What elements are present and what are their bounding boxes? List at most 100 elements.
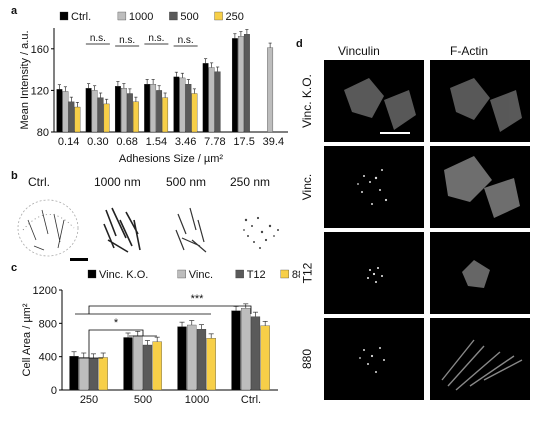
x-tick-label-1: 0.30 bbox=[87, 136, 108, 148]
bar-1000-5 bbox=[208, 67, 215, 133]
bar-1000-3 bbox=[150, 84, 157, 133]
y-tick-label-0: 80 bbox=[37, 127, 49, 139]
bar-ctrl--0 bbox=[56, 89, 63, 133]
col-header-factin: F-Actin bbox=[450, 44, 489, 58]
bar-500-5 bbox=[214, 71, 221, 133]
legend-swatch-3 bbox=[280, 269, 289, 279]
x-tick-label-2: 1000 bbox=[185, 394, 209, 406]
bar-1000-6 bbox=[237, 36, 244, 133]
bar-250-3 bbox=[162, 97, 169, 133]
bar-t12-1 bbox=[142, 344, 153, 391]
bar-250-1 bbox=[103, 103, 110, 133]
y-tick-label-2: 800 bbox=[39, 318, 57, 330]
legend-label-1: Vinc. bbox=[189, 269, 213, 281]
panel-b-label-ctrl: Ctrl. bbox=[28, 175, 50, 189]
legend-swatch-1 bbox=[117, 11, 127, 21]
legend-label-1: 1000 bbox=[129, 11, 153, 23]
legend-label-3: 880 bbox=[292, 269, 300, 281]
legend-label-0: Ctrl. bbox=[71, 11, 91, 23]
panel-label-d: d bbox=[296, 38, 303, 50]
bar-880-3 bbox=[260, 325, 270, 391]
bar-vinc-k-o--1 bbox=[123, 337, 133, 391]
legend-swatch-0 bbox=[59, 11, 69, 21]
panel-label-a: a bbox=[11, 5, 18, 17]
panel-b-images: Ctrl. 1000 nm 500 nm 250 nm bbox=[8, 168, 298, 264]
bar-880-1 bbox=[152, 341, 162, 391]
panel-label-b: b bbox=[11, 170, 18, 182]
ctrl-cell-image bbox=[17, 199, 79, 257]
x-tick-label-1: 500 bbox=[134, 394, 152, 406]
bar-vinc-k-o--0 bbox=[69, 356, 79, 391]
legend-swatch-2 bbox=[169, 11, 178, 21]
panel-label-c: c bbox=[11, 262, 18, 274]
legend-label-2: T12 bbox=[247, 269, 266, 281]
legend-label-2: 500 bbox=[180, 11, 198, 23]
legend-label-3: 250 bbox=[226, 11, 244, 23]
bar-vinc--2 bbox=[187, 324, 197, 391]
bar-500-1 bbox=[97, 97, 104, 133]
row-label-880: 880 bbox=[300, 348, 314, 370]
bar-vinc-k-o--3 bbox=[231, 310, 241, 391]
bar-500-6 bbox=[243, 34, 250, 133]
bar-ctrl--4 bbox=[173, 76, 180, 133]
x-tick-label-3: 1.54 bbox=[146, 136, 167, 148]
bar-vinc--3 bbox=[241, 308, 251, 391]
legend-swatch-1 bbox=[177, 269, 186, 279]
panel-d-grid: Vinculin F-Actin Vinc. K.O. Vinc. T12 88… bbox=[298, 40, 548, 422]
legend-swatch-0 bbox=[87, 269, 97, 279]
y-tick-label-3: 1200 bbox=[33, 285, 57, 297]
bar-500-0 bbox=[68, 101, 75, 133]
panel-b-micrographs bbox=[17, 199, 279, 261]
bar-500-4 bbox=[185, 84, 192, 133]
sig-annotation-single: * bbox=[114, 317, 119, 329]
ns-annotation-3: n.s. bbox=[178, 35, 194, 46]
ns-annotation-0: n.s. bbox=[90, 33, 106, 44]
bar-1000-7 bbox=[267, 47, 274, 133]
y-tick-label-1: 120 bbox=[31, 85, 49, 97]
legend-label-0: Vinc. K.O. bbox=[99, 269, 148, 281]
x-tick-label-3: Ctrl. bbox=[241, 394, 261, 406]
bar-880-2 bbox=[206, 338, 216, 391]
1000nm-cell-image bbox=[103, 207, 141, 253]
bar-250-0 bbox=[74, 106, 81, 133]
250nm-cell-image bbox=[243, 216, 279, 249]
bar-ctrl--2 bbox=[114, 86, 121, 133]
bar-250-4 bbox=[191, 93, 198, 133]
bar-t12-0 bbox=[88, 358, 99, 391]
sig-bracket-triple bbox=[88, 305, 252, 314]
x-tick-label-0: 0.14 bbox=[58, 136, 79, 148]
bar-880-0 bbox=[98, 357, 108, 391]
bar-1000-0 bbox=[62, 91, 69, 133]
x-tick-label-0: 250 bbox=[80, 394, 98, 406]
500nm-cell-image bbox=[175, 207, 207, 253]
row-label-container-3: T12 bbox=[292, 232, 322, 314]
panel-d-micrographs bbox=[324, 60, 530, 400]
x-tick-label-5: 7.78 bbox=[204, 136, 225, 148]
tile-880-vinculin bbox=[324, 318, 424, 400]
row-label-vinc-ko: Vinc. K.O. bbox=[300, 74, 314, 128]
bar-t12-2 bbox=[196, 329, 207, 391]
row-label-container-1: Vinc. K.O. bbox=[292, 60, 322, 142]
scale-bar-d bbox=[380, 132, 410, 134]
scale-bar-b bbox=[70, 258, 88, 261]
y-axis-label: Cell Area / µm² bbox=[21, 303, 33, 376]
bar-500-3 bbox=[156, 90, 163, 133]
bar-1000-2 bbox=[120, 88, 127, 133]
ns-annotation-1: n.s. bbox=[119, 35, 135, 46]
panel-b-label-500: 500 nm bbox=[166, 175, 207, 189]
col-header-vinculin: Vinculin bbox=[338, 44, 380, 58]
tile-vinc-vinculin bbox=[324, 146, 424, 228]
row-label-container-2: Vinc. bbox=[292, 146, 322, 228]
bar-1000-1 bbox=[91, 90, 98, 133]
row-label-container-4: 880 bbox=[292, 318, 322, 400]
ns-annotation-2: n.s. bbox=[148, 33, 164, 44]
y-tick-label-1: 400 bbox=[39, 352, 57, 364]
bar-ctrl--3 bbox=[144, 84, 151, 133]
x-tick-label-2: 0.68 bbox=[116, 136, 137, 148]
sig-annotation-triple: *** bbox=[191, 293, 205, 305]
panel-b-label-1000: 1000 nm bbox=[94, 175, 141, 189]
x-axis-label: Adhesions Size / µm² bbox=[119, 153, 223, 165]
panel-b-label-250: 250 nm bbox=[230, 175, 271, 189]
bar-1000-4 bbox=[179, 77, 186, 133]
